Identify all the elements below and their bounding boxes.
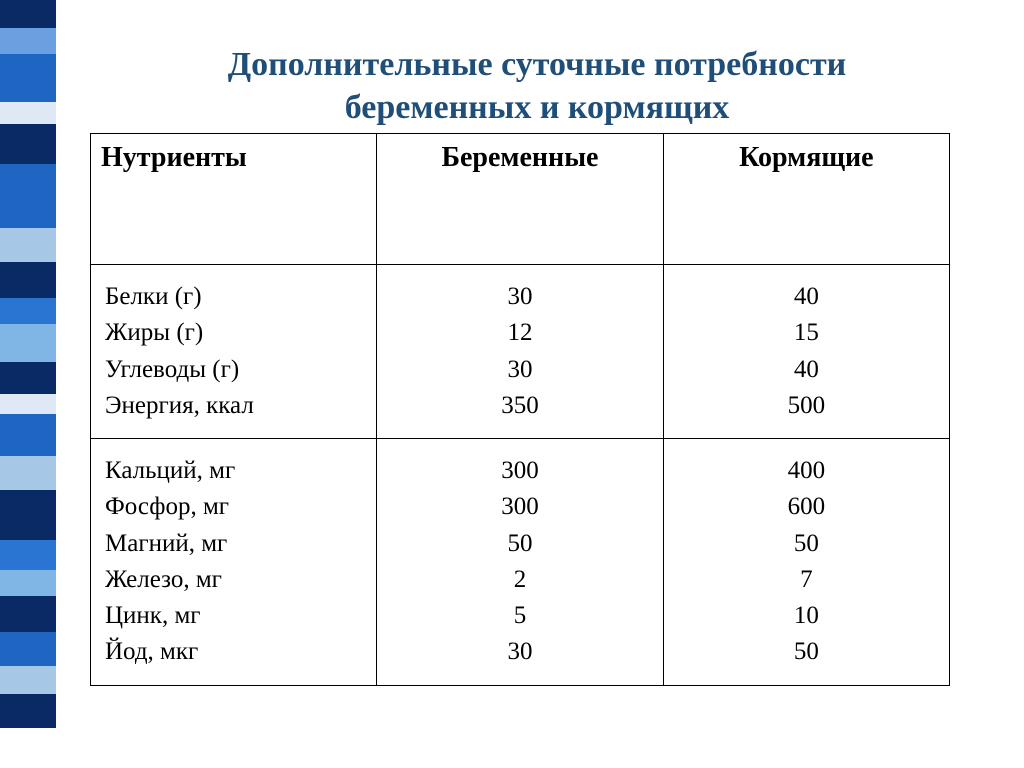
table-row: Белки (г) Жиры (г) Углеводы (г) Энергия,… [91,265,950,439]
stripe [0,394,56,414]
stripe [0,540,56,570]
group1-nursing-values: 40 15 40 500 [663,265,949,439]
col-header-nursing: Кормящие [663,134,949,265]
table-row: Кальций, мг Фосфор, мг Магний, мг Железо… [91,439,950,686]
stripe [0,262,56,298]
stripe [0,0,56,28]
stripe [0,228,56,262]
stripe [0,456,56,490]
content-area: Дополнительные суточные потребности бере… [90,44,984,686]
col-header-nutrients: Нутриенты [91,134,377,265]
stripe [0,362,56,394]
table-header-row: Нутриенты Беременные Кормящие [91,134,950,265]
sidebar-decoration [0,0,56,768]
group2-labels: Кальций, мг Фосфор, мг Магний, мг Железо… [91,439,377,686]
nutrients-table: Нутриенты Беременные Кормящие Белки (г) … [90,133,950,686]
stripe [0,298,56,324]
stripe [0,102,56,124]
stripe [0,54,56,102]
slide: Дополнительные суточные потребности бере… [0,0,1024,768]
stripe [0,414,56,456]
stripe [0,28,56,54]
group2-pregnant-values: 300 300 50 2 5 30 [377,439,663,686]
group1-pregnant-values: 30 12 30 350 [377,265,663,439]
stripe [0,694,56,728]
stripe [0,596,56,632]
slide-title: Дополнительные суточные потребности бере… [90,44,984,129]
group1-labels: Белки (г) Жиры (г) Углеводы (г) Энергия,… [91,265,377,439]
stripe [0,324,56,362]
stripe [0,164,56,228]
stripe [0,666,56,694]
stripe [0,570,56,596]
col-header-pregnant: Беременные [377,134,663,265]
group2-nursing-values: 400 600 50 7 10 50 [663,439,949,686]
stripe [0,632,56,666]
stripe [0,490,56,540]
stripe [0,124,56,164]
